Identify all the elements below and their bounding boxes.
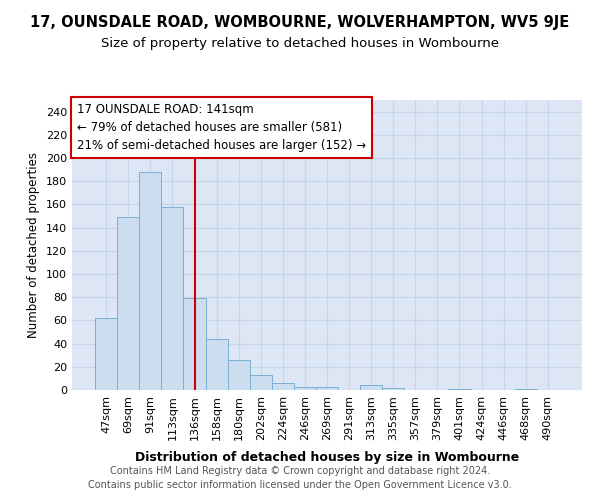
Text: Contains HM Land Registry data © Crown copyright and database right 2024.
Contai: Contains HM Land Registry data © Crown c… <box>88 466 512 490</box>
Bar <box>117 217 139 390</box>
Bar <box>250 375 272 390</box>
Bar <box>95 318 117 390</box>
Bar <box>206 339 227 390</box>
Text: Size of property relative to detached houses in Wombourne: Size of property relative to detached ho… <box>101 38 499 51</box>
Bar <box>272 383 294 390</box>
Text: 17 OUNSDALE ROAD: 141sqm
← 79% of detached houses are smaller (581)
21% of semi-: 17 OUNSDALE ROAD: 141sqm ← 79% of detach… <box>77 103 366 152</box>
X-axis label: Distribution of detached houses by size in Wombourne: Distribution of detached houses by size … <box>135 451 519 464</box>
Text: 17, OUNSDALE ROAD, WOMBOURNE, WOLVERHAMPTON, WV5 9JE: 17, OUNSDALE ROAD, WOMBOURNE, WOLVERHAMP… <box>31 15 569 30</box>
Y-axis label: Number of detached properties: Number of detached properties <box>28 152 40 338</box>
Bar <box>515 389 537 390</box>
Bar <box>382 388 404 390</box>
Bar <box>360 386 382 390</box>
Bar <box>161 206 184 390</box>
Bar <box>139 172 161 390</box>
Bar <box>448 389 470 390</box>
Bar <box>316 386 338 390</box>
Bar <box>184 298 206 390</box>
Bar <box>227 360 250 390</box>
Bar <box>294 386 316 390</box>
